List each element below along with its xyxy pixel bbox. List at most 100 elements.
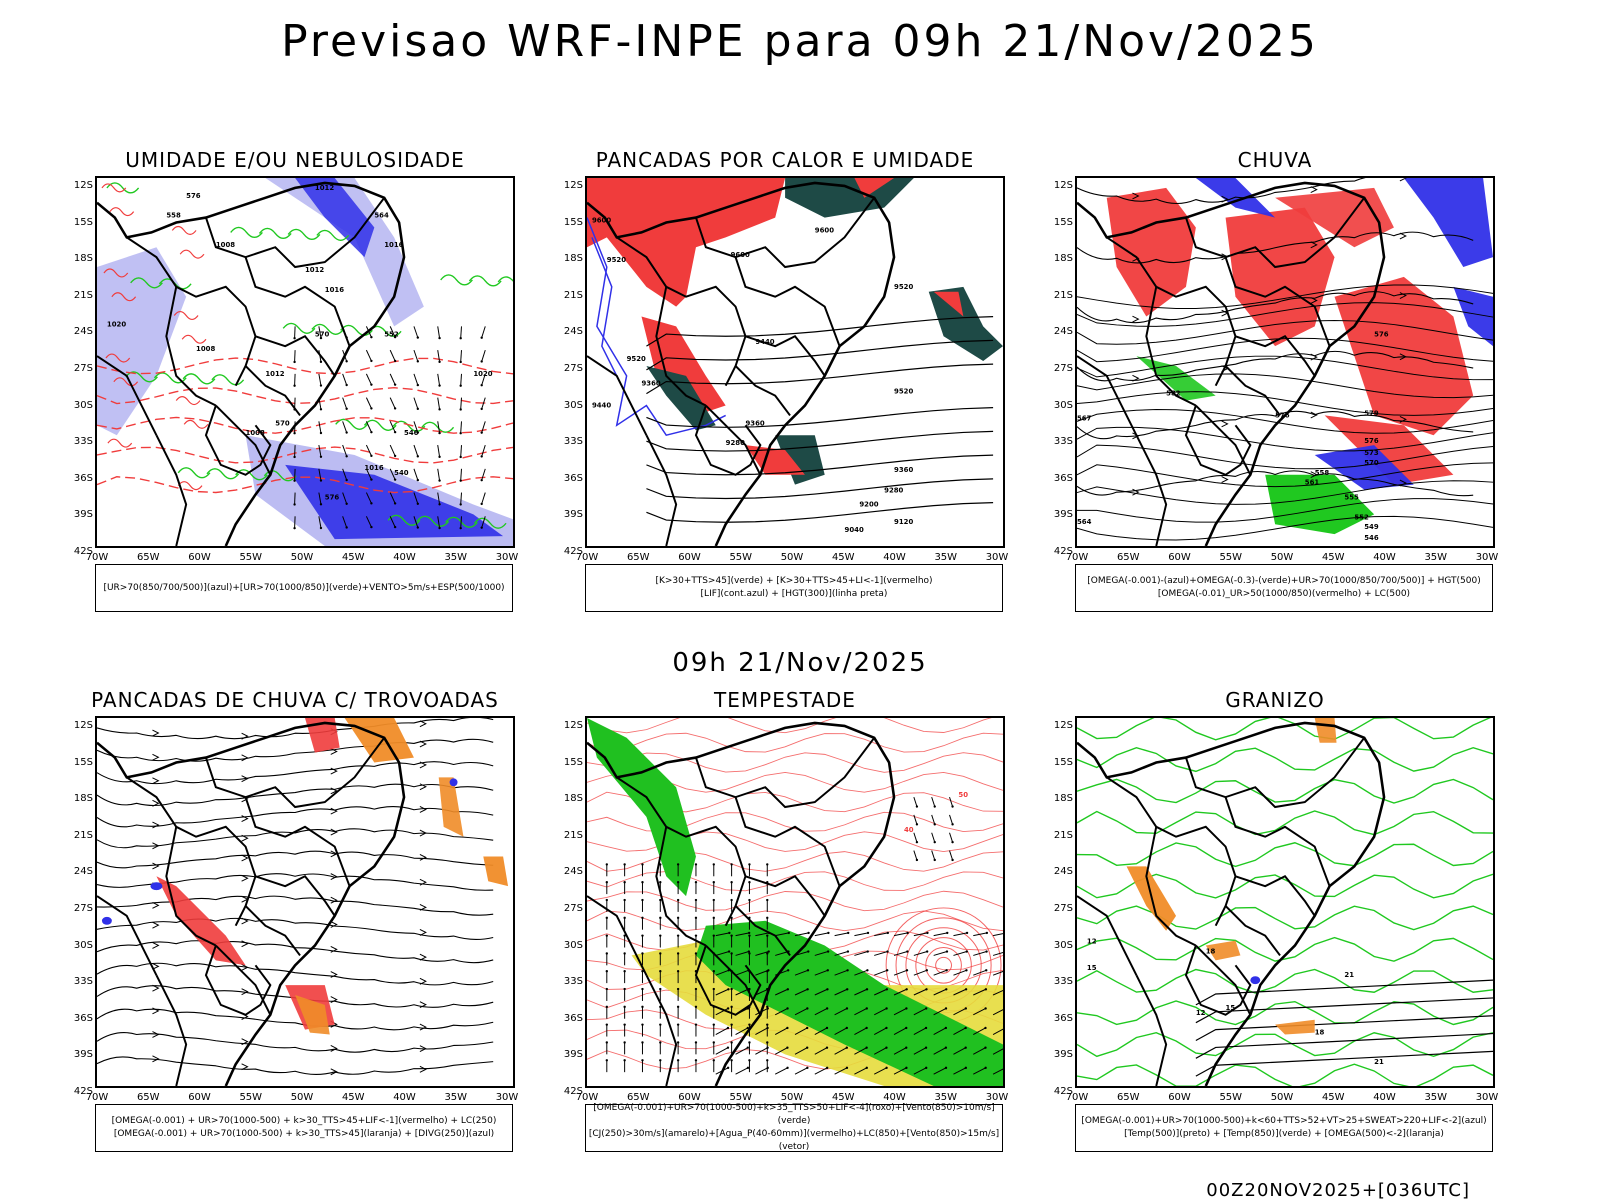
panel-title: PANCADAS DE CHUVA C/ TROVOADAS <box>91 688 499 712</box>
lon-tick-label: 65W <box>1116 1092 1140 1103</box>
svg-text:9360: 9360 <box>894 466 913 474</box>
svg-text:576: 576 <box>1374 330 1389 338</box>
svg-text:570: 570 <box>1364 459 1379 467</box>
panel-legend: [OMEGA(-0.001)-(azul)+OMEGA(-0.3)-(verde… <box>1075 564 1493 612</box>
lon-tick-label: 60W <box>1168 1092 1191 1103</box>
svg-text:558: 558 <box>166 212 181 220</box>
svg-text:12: 12 <box>1087 938 1097 946</box>
lat-tick-label: 30S <box>73 399 93 411</box>
lon-tick-label: 70W <box>575 1092 599 1103</box>
lat-tick-label: 18S <box>73 253 93 265</box>
lat-tick-label: 36S <box>563 1012 583 1024</box>
svg-text:1020: 1020 <box>107 320 126 328</box>
lat-tick-label: 36S <box>1053 1012 1073 1024</box>
map-graphics: 9600 9520 9600 9600 9520 9520 9440 9360 9440 9360… <box>587 178 1003 546</box>
lat-tick-label: 21S <box>73 829 93 841</box>
svg-text:9280: 9280 <box>884 487 903 495</box>
svg-text:9200: 9200 <box>859 500 878 508</box>
svg-text:21: 21 <box>1374 1058 1384 1066</box>
lon-tick-label: 30W <box>985 1092 1009 1103</box>
svg-text:9600: 9600 <box>731 251 750 259</box>
lat-tick-label: 30S <box>1053 939 1073 951</box>
lat-tick-label: 30S <box>563 939 583 951</box>
map-graphics: 50 40 <box>587 718 1003 1086</box>
svg-text:1012: 1012 <box>265 370 284 378</box>
lat-tick-label: 12S <box>73 720 93 731</box>
lat-tick-label: 24S <box>73 326 93 338</box>
lat-tick-label: 42S <box>1053 546 1073 557</box>
lat-tick-label: 33S <box>73 976 93 988</box>
svg-text:576: 576 <box>186 192 201 200</box>
svg-text:40: 40 <box>904 826 914 834</box>
legend-line: [UR>70(850/700/500)](azul)+[UR>70(1000/8… <box>103 582 505 593</box>
lat-tick-label: 39S <box>73 509 93 521</box>
lon-tick-label: 35W <box>934 552 958 563</box>
svg-text:9040: 9040 <box>845 526 864 534</box>
svg-text:570: 570 <box>315 330 330 338</box>
svg-text:573: 573 <box>1364 449 1379 457</box>
lat-tick-label: 27S <box>73 903 93 914</box>
lon-tick-label: 65W <box>626 1092 650 1103</box>
lat-tick-label: 33S <box>563 436 583 448</box>
svg-text:576: 576 <box>1364 437 1379 445</box>
map-panel-granizo: GRANIZO 12S 15S 18S 21S 24S 27S 30S 33S 36S 39S 42S… <box>1035 688 1515 1178</box>
lon-tick-label: 40W <box>883 552 906 563</box>
lat-tick-label: 39S <box>563 1049 583 1061</box>
svg-text:576: 576 <box>325 494 340 502</box>
lat-tick-label: 24S <box>1053 326 1073 338</box>
lat-tick-label: 12S <box>73 180 93 191</box>
lat-tick-label: 12S <box>563 720 583 731</box>
lon-tick-label: 35W <box>444 1092 468 1103</box>
lon-tick-label: 45W <box>341 552 365 563</box>
lat-tick-label: 30S <box>73 939 93 951</box>
svg-text:564: 564 <box>1077 518 1092 526</box>
lat-tick-label: 18S <box>73 793 93 805</box>
legend-line: [OMEGA(-0.001) + UR>70(1000-500) + k>30_… <box>113 1129 495 1139</box>
lat-tick-label: 30S <box>563 399 583 411</box>
svg-text:561: 561 <box>1305 479 1320 487</box>
legend-line: [OMEGA(-0.001)-(azul)+OMEGA(-0.3)-(verde… <box>1087 576 1481 586</box>
panel-legend: [OMEGA(-0.001) + UR>70(1000-500) + k>30_… <box>95 1104 513 1152</box>
lat-tick-label: 27S <box>73 363 93 374</box>
map-panel-umidade: UMIDADE E/OU NEBULOSIDADE 12S 15S 18S 21S 24S… <box>55 148 535 638</box>
svg-text:1008: 1008 <box>246 429 265 437</box>
run-time-footer: 00Z20NOV2025+[036UTC] <box>1206 1180 1470 1201</box>
svg-text:18: 18 <box>1315 1029 1325 1037</box>
svg-text:9520: 9520 <box>607 256 626 264</box>
lon-tick-label: 30W <box>985 552 1009 563</box>
lat-tick-label: 33S <box>73 436 93 448</box>
valid-time-title: 09h 21/Nov/2025 <box>672 648 928 678</box>
svg-text:546: 546 <box>404 429 419 437</box>
panel-legend: [OMEGA(-0.001)+UR>70(1000-500)+k>35_TTS>… <box>585 1103 1003 1152</box>
lon-tick-label: 50W <box>1270 1092 1294 1103</box>
lon-tick-label: 60W <box>1168 552 1191 563</box>
main-title: Previsao WRF-INPE para 09h 21/Nov/2025 <box>281 16 1319 67</box>
forecast-map: 50 40 <box>585 716 1005 1088</box>
forecast-map <box>95 716 515 1088</box>
map-panel-chuva: CHUVA 12S 15S 18S 21S 24S 27S 30S 33S 36S 39S 42S 70… <box>1035 148 1515 638</box>
svg-text:570: 570 <box>275 419 290 427</box>
lat-tick-label: 18S <box>563 793 583 805</box>
lon-tick-label: 55W <box>729 1092 753 1103</box>
svg-text:9360: 9360 <box>641 380 660 388</box>
lat-tick-label: 27S <box>1053 903 1073 914</box>
lat-tick-label: 21S <box>1053 829 1073 841</box>
lon-tick-label: 55W <box>1219 1092 1243 1103</box>
lon-tick-label: 60W <box>678 1092 701 1103</box>
svg-text:12: 12 <box>1196 1009 1206 1017</box>
lat-tick-label: 15S <box>563 756 583 768</box>
lat-tick-label: 15S <box>1053 756 1073 768</box>
lon-tick-label: 60W <box>188 552 211 563</box>
legend-line: [OMEGA(-0.001)+UR>70(1000-500)+k<60+TTS>… <box>1081 1116 1487 1126</box>
lon-tick-label: 40W <box>1373 1092 1396 1103</box>
lat-tick-label: 27S <box>1053 363 1073 374</box>
lon-tick-label: 45W <box>341 1092 365 1103</box>
svg-text:1016: 1016 <box>384 241 403 249</box>
lat-tick-label: 36S <box>73 1012 93 1024</box>
map-panel-pancadas_calor: PANCADAS POR CALOR E UMIDADE 12S 15S 18S 21S… <box>545 148 1025 638</box>
lat-tick-label: 21S <box>563 829 583 841</box>
lat-tick-label: 27S <box>563 363 583 374</box>
svg-text:9600: 9600 <box>592 217 611 225</box>
legend-line: [K>30+TTS>45](verde) + [K>30+TTS>45+LI<-… <box>655 576 933 586</box>
lon-tick-label: 50W <box>290 552 314 563</box>
